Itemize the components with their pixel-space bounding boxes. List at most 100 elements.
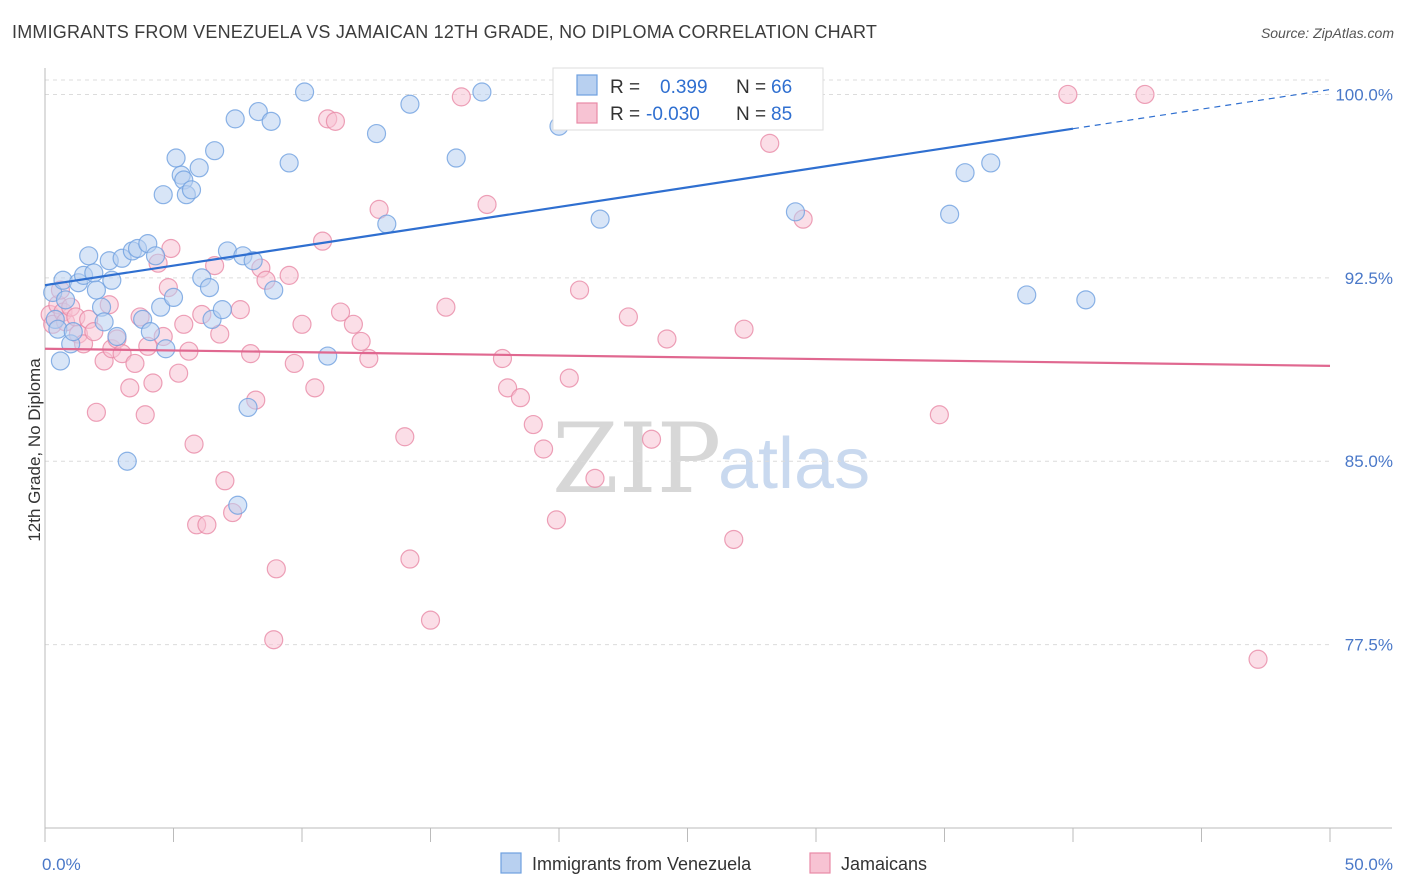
data-point (590, 209, 610, 229)
legend-r-value-jamaicans: -0.030 (646, 104, 700, 125)
data-point (197, 515, 217, 535)
points-layer (40, 82, 1268, 669)
data-point (477, 194, 497, 215)
data-point (420, 610, 441, 630)
data-point (238, 397, 258, 418)
y-tick-label: 100.0% (1335, 85, 1393, 104)
grid: 77.5% 85.0% 92.5% 100.0% (45, 79, 1393, 655)
stats-legend: R = 0.399 N = 66 R = -0.030 N = 85 (552, 67, 824, 131)
data-point (266, 559, 286, 579)
data-point (400, 549, 420, 569)
data-point (395, 427, 415, 447)
data-point (641, 429, 662, 449)
data-point (724, 529, 744, 550)
series-legend: Immigrants from Venezuela Jamaicans (500, 852, 927, 874)
legend-n-value-venezuela: 66 (771, 77, 792, 98)
data-point (498, 378, 518, 398)
legend-n-label: N = (736, 104, 766, 125)
data-point (325, 111, 346, 131)
series-legend-label-venezuela: Immigrants from Venezuela (532, 854, 752, 874)
data-point (145, 246, 166, 266)
data-point (264, 630, 284, 650)
legend-swatch-venezuela (576, 74, 598, 96)
data-point (400, 94, 420, 114)
data-point (533, 439, 554, 459)
data-point (981, 153, 1001, 173)
x-tick-label-max: 50.0% (1345, 855, 1393, 874)
data-point (734, 319, 754, 339)
data-point (1017, 285, 1037, 305)
y-tick-label: 85.0% (1345, 452, 1393, 471)
data-point (230, 300, 250, 320)
data-point (279, 153, 299, 173)
data-point (785, 202, 806, 222)
data-point (94, 312, 114, 332)
data-point (86, 280, 107, 300)
data-point (343, 314, 363, 334)
data-point (248, 101, 268, 122)
trend-line (44, 127, 1074, 287)
legend-r-label: R = (610, 77, 640, 98)
data-point (569, 280, 590, 300)
data-point (153, 185, 173, 205)
data-point (143, 373, 163, 393)
data-point (55, 290, 76, 310)
data-point (451, 87, 471, 107)
data-point (107, 326, 127, 347)
data-point (523, 414, 543, 435)
stats-legend-box (552, 67, 824, 131)
legend-n-label: N = (736, 77, 766, 98)
data-point (955, 163, 975, 183)
trend-lines (44, 88, 1331, 367)
trend-line-extension (1072, 88, 1331, 130)
chart-title: IMMIGRANTS FROM VENEZUELA VS JAMAICAN 12… (12, 22, 878, 42)
trend-line (44, 347, 1331, 367)
data-point (151, 297, 171, 317)
data-point (50, 351, 71, 371)
data-point (140, 322, 160, 342)
data-point (215, 471, 235, 491)
watermark-atlas: atlas (718, 424, 870, 504)
data-point (264, 280, 284, 300)
data-point (79, 246, 99, 266)
data-point (1076, 290, 1096, 310)
data-point (181, 180, 202, 200)
data-point (292, 314, 312, 334)
data-point (135, 405, 155, 425)
data-point (117, 451, 137, 471)
data-point (546, 510, 567, 530)
data-point (294, 82, 315, 102)
data-point (351, 331, 371, 352)
axes: 0.0% 50.0% (42, 68, 1393, 874)
data-point (330, 302, 351, 322)
data-point (161, 238, 181, 259)
chart-source: Source: ZipAtlas.com (1260, 25, 1394, 41)
data-point (63, 322, 83, 342)
y-axis-label: 12th Grade, No Diploma (25, 358, 44, 542)
data-point (120, 378, 140, 398)
series-legend-swatch-jamaicans (809, 852, 831, 874)
data-point (559, 368, 579, 388)
data-point (472, 82, 492, 102)
x-tick-label-min: 0.0% (42, 855, 81, 874)
data-point (86, 402, 107, 422)
data-point (205, 141, 225, 161)
data-point (212, 300, 232, 320)
data-point (184, 434, 204, 454)
data-point (366, 123, 387, 144)
legend-n-value-jamaicans: 85 (771, 104, 792, 125)
data-point (125, 353, 145, 374)
data-point (318, 346, 338, 366)
data-point (241, 344, 261, 364)
legend-r-value-venezuela: 0.399 (660, 77, 708, 98)
data-point (1248, 649, 1268, 669)
data-point (279, 265, 299, 285)
data-point (284, 353, 304, 374)
series-legend-label-jamaicans: Jamaicans (841, 854, 927, 874)
data-point (225, 109, 245, 129)
data-point (492, 348, 513, 369)
data-point (510, 388, 531, 408)
data-point (163, 287, 184, 307)
data-point (189, 158, 209, 178)
